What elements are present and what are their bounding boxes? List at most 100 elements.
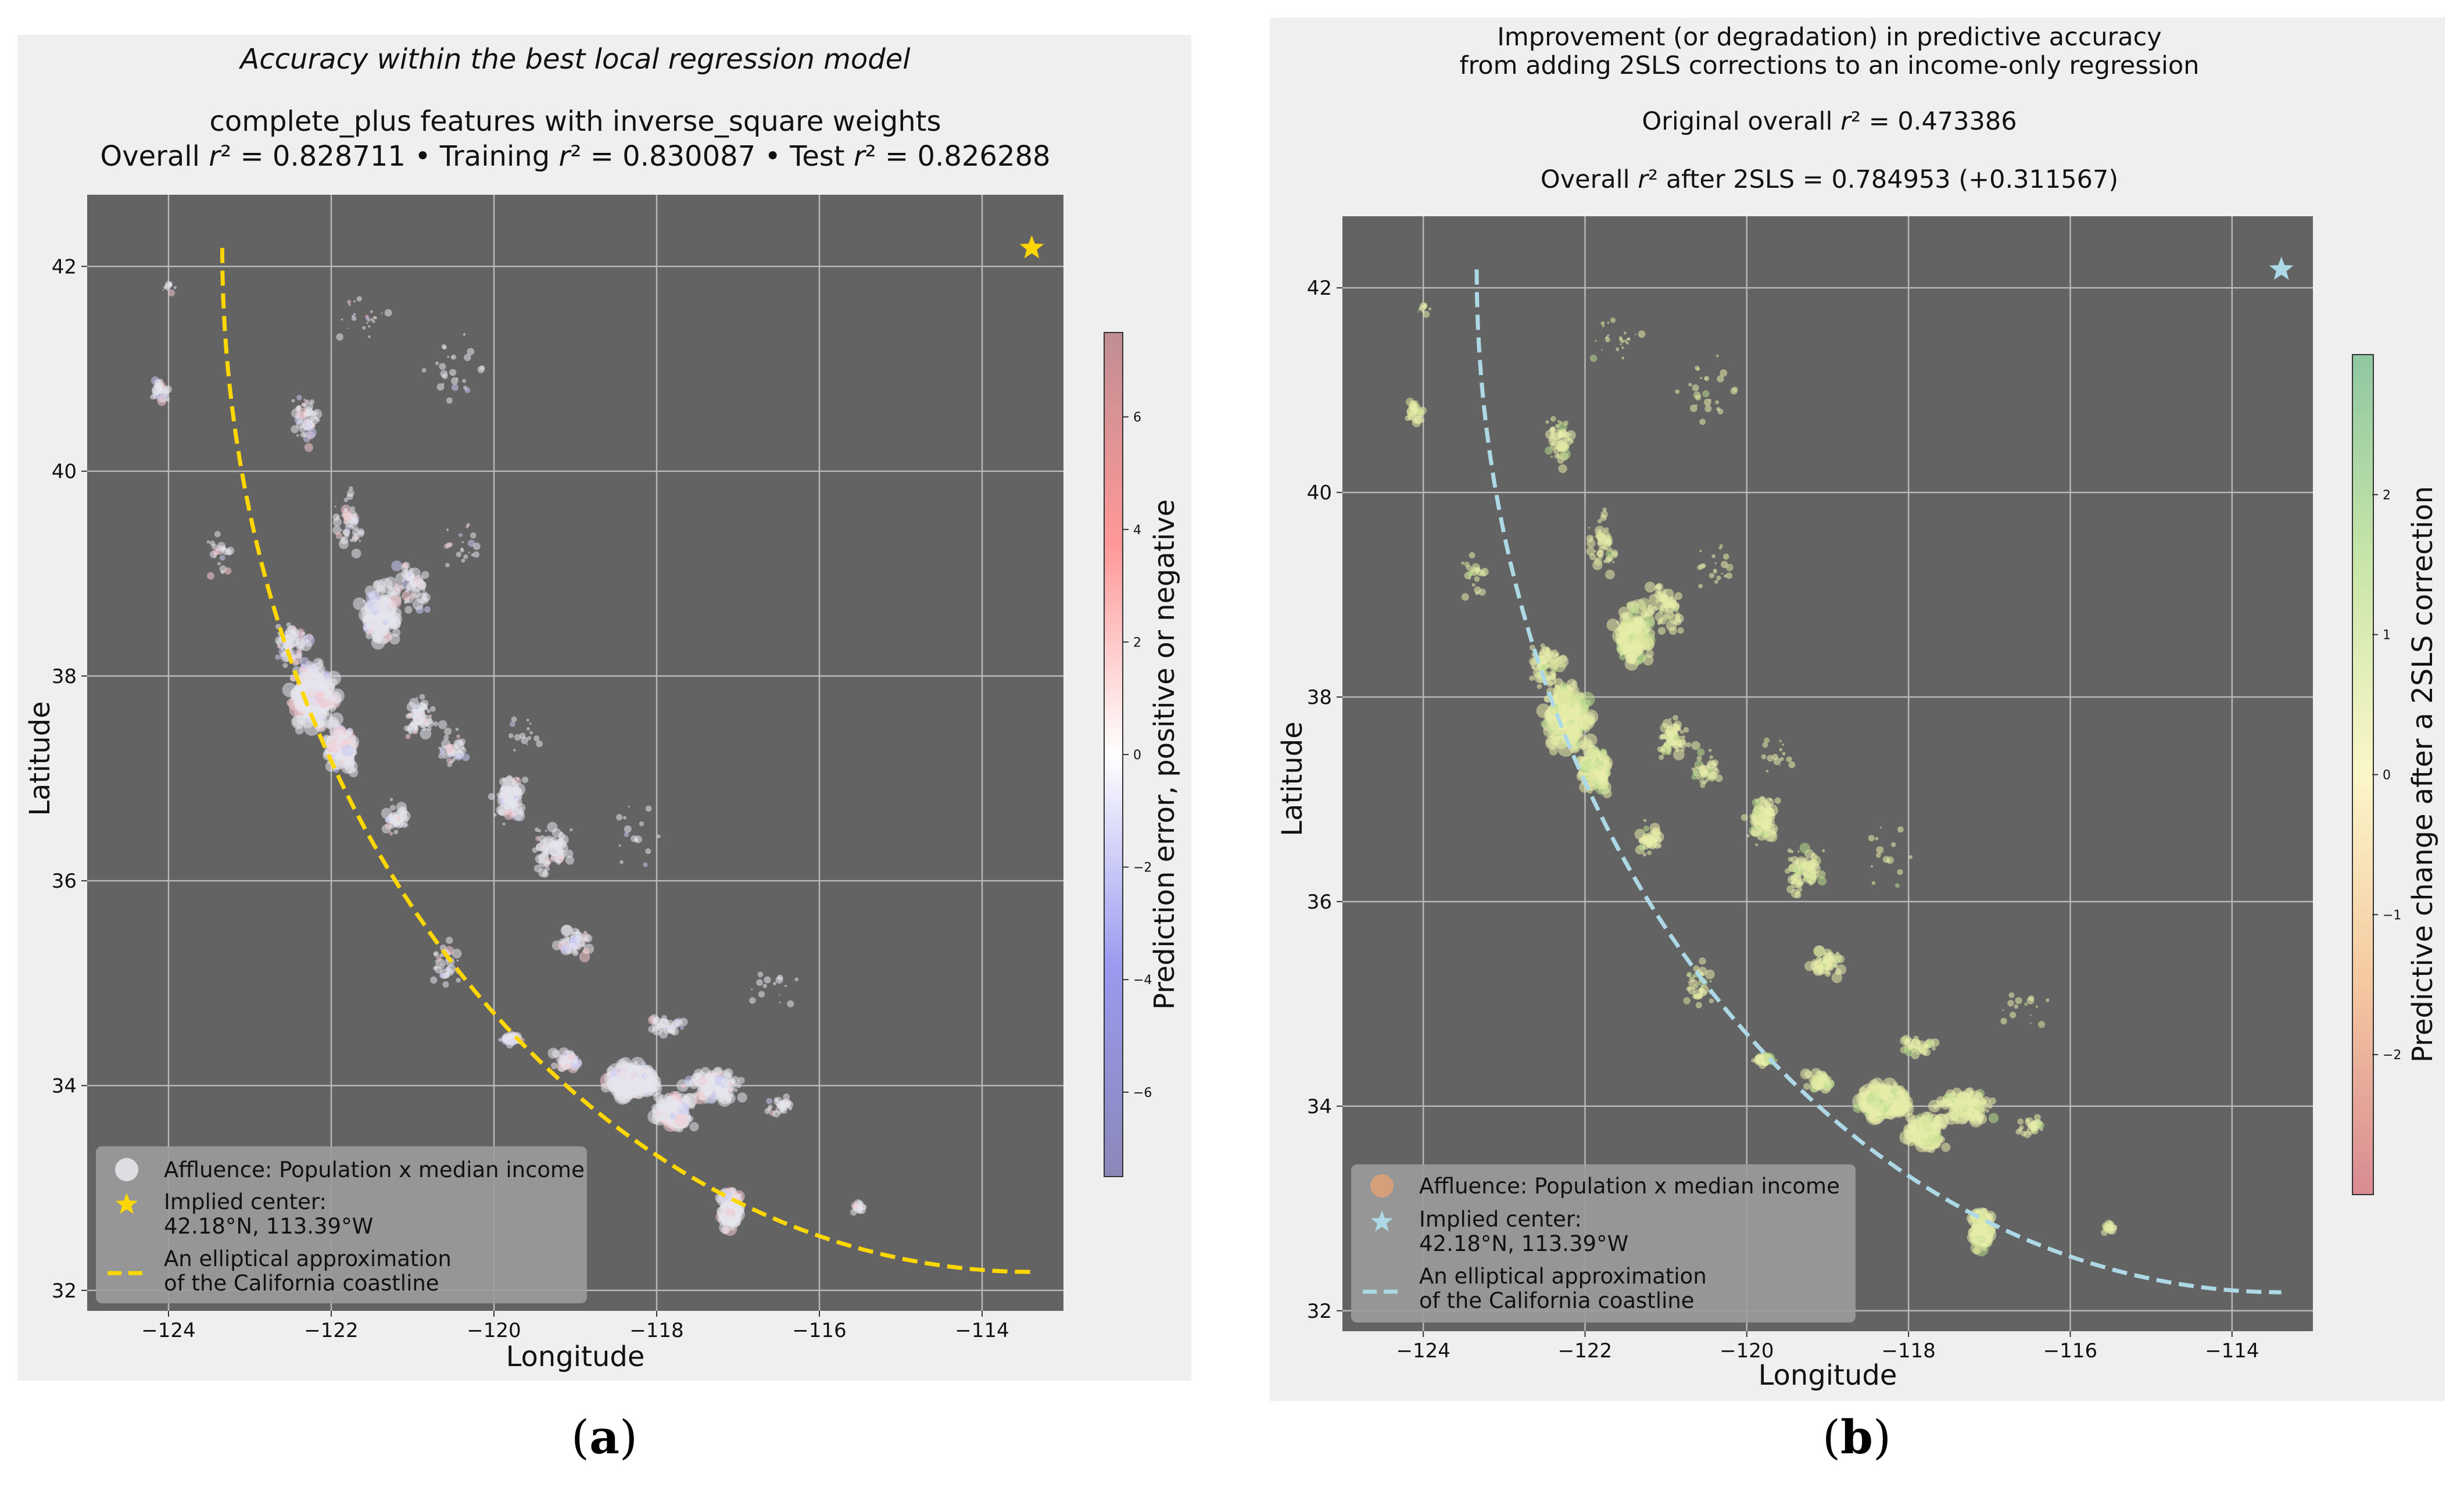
- panel-a-colorbar: [1104, 332, 1123, 1177]
- data-point: [2028, 995, 2035, 1002]
- data-point: [2002, 1009, 2004, 1011]
- data-point: [468, 551, 470, 554]
- y-tick-label: 34: [52, 1074, 77, 1098]
- data-point: [217, 562, 221, 566]
- data-point: [347, 489, 354, 497]
- data-point: [551, 1049, 560, 1057]
- data-point: [674, 1113, 688, 1128]
- data-point: [1605, 557, 1611, 564]
- data-point: [477, 366, 485, 374]
- data-point: [1916, 1046, 1920, 1051]
- colorbar-tick-label: 2: [2383, 488, 2391, 503]
- data-point: [304, 443, 313, 452]
- data-point: [1782, 752, 1786, 756]
- panel-a: Accuracy within the best local regressio…: [17, 35, 1191, 1381]
- data-point: [440, 370, 448, 378]
- data-point: [1711, 554, 1716, 559]
- panel-b-plot-area: [1342, 216, 2313, 1331]
- data-point: [470, 532, 477, 539]
- data-point: [467, 348, 475, 356]
- data-point: [443, 754, 448, 759]
- data-point: [717, 1206, 727, 1217]
- data-point: [336, 333, 343, 341]
- panel-b: Improvement (or degradation) in predicti…: [1270, 17, 2445, 1401]
- data-point: [516, 777, 520, 781]
- data-point: [508, 733, 514, 739]
- y-tick-label: 40: [1307, 481, 1332, 505]
- panel-a-subtitle: complete_plus features with inverse_squa…: [210, 105, 941, 138]
- data-point: [1988, 1113, 1999, 1124]
- data-point: [1932, 1104, 1938, 1109]
- data-point: [1720, 369, 1728, 377]
- data-point: [1894, 1092, 1911, 1108]
- data-point: [335, 532, 343, 539]
- data-point: [1907, 1138, 1912, 1143]
- panel-b-title-line-2: from adding 2SLS corrections to an incom…: [1459, 51, 2199, 80]
- data-point: [443, 735, 449, 741]
- data-point: [352, 529, 360, 537]
- data-point: [1871, 865, 1874, 868]
- data-point: [404, 600, 407, 605]
- data-point: [1627, 337, 1629, 341]
- data-point: [1686, 742, 1692, 748]
- data-point: [860, 1204, 867, 1211]
- data-point: [430, 976, 438, 984]
- data-point: [2037, 1121, 2044, 1129]
- data-point: [1782, 744, 1785, 746]
- data-point: [296, 641, 300, 646]
- data-point: [1658, 610, 1661, 614]
- y-tick-label: 38: [1307, 686, 1332, 709]
- data-point: [219, 555, 225, 561]
- data-point: [165, 396, 170, 402]
- data-point: [1770, 813, 1773, 816]
- data-point: [1759, 1056, 1764, 1062]
- data-point: [368, 325, 371, 328]
- data-point: [347, 327, 349, 329]
- data-point: [506, 1041, 514, 1049]
- data-point: [1470, 569, 1474, 573]
- data-point: [583, 931, 587, 934]
- data-point: [1672, 723, 1681, 732]
- data-point: [1673, 749, 1685, 761]
- data-point: [370, 310, 373, 313]
- data-point: [403, 725, 410, 731]
- data-point: [1762, 742, 1768, 748]
- data-point: [1473, 566, 1475, 569]
- data-point: [402, 562, 409, 569]
- data-point: [330, 688, 345, 703]
- data-point: [762, 984, 767, 988]
- data-point: [402, 591, 411, 600]
- data-point: [1880, 827, 1882, 829]
- data-point: [351, 536, 358, 542]
- data-point: [1655, 583, 1661, 590]
- data-point: [1589, 355, 1598, 362]
- data-point: [2017, 1118, 2024, 1125]
- data-point: [461, 559, 465, 563]
- data-point: [332, 513, 340, 521]
- data-point: [536, 740, 543, 748]
- data-point: [316, 418, 320, 422]
- data-point: [1607, 334, 1610, 337]
- data-point: [1471, 583, 1475, 587]
- y-tick-label: 40: [52, 460, 77, 484]
- data-point: [353, 597, 366, 610]
- data-point: [1603, 527, 1609, 532]
- data-point: [2030, 1022, 2032, 1024]
- data-point: [1412, 418, 1421, 427]
- data-point: [1713, 569, 1717, 572]
- data-point: [506, 1035, 511, 1041]
- data-point: [1814, 945, 1825, 957]
- data-point: [1680, 730, 1684, 734]
- data-point: [1602, 324, 1605, 327]
- data-point: [1529, 675, 1535, 681]
- data-point: [359, 539, 361, 542]
- data-point: [347, 300, 352, 304]
- data-point: [306, 413, 310, 416]
- data-point: [529, 731, 533, 735]
- data-point: [352, 314, 354, 318]
- data-point: [1571, 681, 1576, 685]
- data-point: [173, 286, 177, 289]
- data-point: [632, 1078, 639, 1085]
- data-point: [1418, 416, 1421, 419]
- panel-a-legend-affluence-marker: [115, 1158, 138, 1181]
